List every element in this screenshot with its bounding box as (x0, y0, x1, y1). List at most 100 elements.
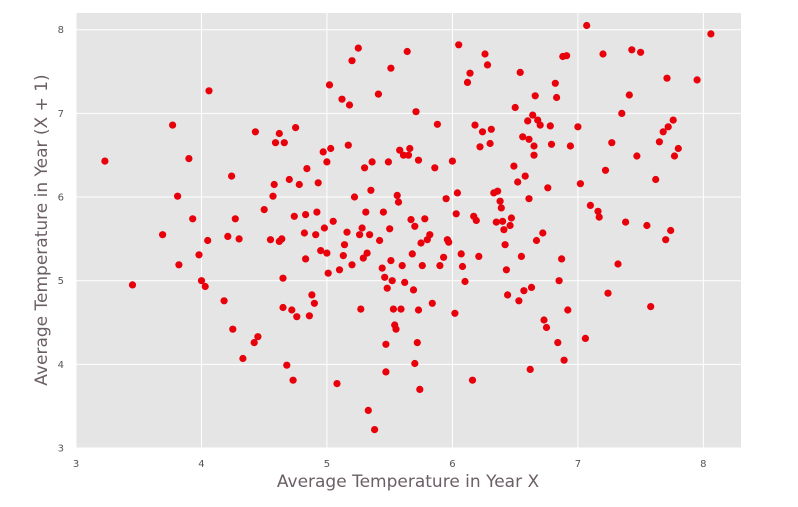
data-point (574, 123, 582, 131)
data-point (487, 125, 495, 133)
data-point (558, 255, 566, 263)
data-point (652, 175, 660, 184)
data-point (388, 277, 396, 285)
data-point (510, 162, 518, 170)
data-point (317, 247, 325, 255)
data-point (531, 92, 539, 100)
x-tick-label: 8 (700, 459, 706, 470)
data-point (406, 144, 414, 153)
data-point (662, 236, 670, 244)
data-point (442, 195, 450, 203)
data-point (417, 239, 425, 247)
data-point (546, 122, 554, 130)
y-axis-label: Average Temperature in Year (X + 1) (32, 74, 52, 385)
data-point (374, 90, 382, 98)
data-point (381, 273, 389, 281)
data-point (411, 359, 419, 368)
data-point (293, 313, 301, 321)
data-point (189, 215, 197, 223)
data-point (376, 236, 384, 245)
data-point (595, 213, 603, 221)
data-point (175, 261, 183, 269)
data-point (386, 225, 394, 233)
data-point (303, 165, 311, 173)
data-point (394, 198, 403, 206)
data-point (305, 312, 313, 320)
data-point (283, 361, 291, 369)
data-point (540, 316, 548, 324)
data-point (547, 140, 556, 148)
data-point (669, 116, 677, 124)
data-point (368, 158, 376, 166)
data-point (159, 231, 167, 239)
data-point (343, 228, 351, 236)
plot-background (76, 13, 741, 448)
data-point (707, 30, 715, 38)
data-point (358, 224, 366, 232)
data-point (327, 144, 335, 153)
data-point (251, 128, 259, 136)
data-point (664, 123, 672, 131)
data-point (601, 166, 610, 174)
data-point (403, 47, 411, 56)
data-point (504, 291, 512, 299)
data-point (452, 210, 460, 218)
data-point (511, 103, 519, 112)
data-point (501, 241, 509, 249)
data-point (530, 151, 538, 159)
y-tick-label: 7 (58, 109, 64, 120)
data-points (101, 21, 715, 434)
data-point (302, 211, 310, 219)
data-point (201, 282, 209, 291)
data-point (362, 208, 370, 216)
data-point (428, 299, 436, 307)
data-point (260, 206, 268, 214)
data-point (338, 95, 346, 103)
data-point (333, 380, 341, 388)
data-point (421, 215, 429, 223)
data-point (292, 124, 300, 132)
data-point (583, 21, 591, 30)
data-point (354, 44, 362, 52)
x-tick-label: 3 (73, 459, 79, 470)
data-point (566, 142, 575, 150)
data-point (382, 368, 390, 376)
data-point (197, 277, 206, 285)
data-point (416, 385, 424, 393)
y-tick-label: 4 (58, 360, 64, 371)
data-point (576, 180, 585, 188)
data-point (335, 266, 344, 274)
data-point (659, 128, 667, 136)
data-point (516, 68, 524, 76)
data-point (628, 46, 636, 54)
data-point (310, 299, 318, 307)
data-point (476, 143, 484, 151)
data-point (564, 306, 572, 314)
data-point (539, 229, 547, 237)
data-point (478, 128, 487, 136)
data-point (329, 217, 337, 225)
y-tick-label: 6 (58, 193, 64, 204)
data-point (506, 221, 514, 230)
data-point (515, 297, 523, 305)
data-point (323, 249, 331, 257)
y-tick-labels: 3 4 5 6 7 8 (58, 25, 64, 454)
data-point (348, 261, 356, 269)
data-point (466, 69, 474, 77)
data-point (302, 255, 310, 263)
data-point (532, 236, 541, 245)
data-point (414, 306, 423, 314)
data-point (554, 339, 562, 347)
data-point (278, 235, 286, 243)
data-point (486, 139, 494, 148)
data-point (553, 93, 561, 102)
data-point (517, 252, 526, 260)
data-point (389, 305, 397, 313)
data-point (536, 121, 544, 129)
data-point (378, 264, 386, 272)
data-point (169, 121, 177, 129)
data-point (647, 303, 655, 311)
data-point (340, 241, 349, 249)
data-point (481, 50, 489, 58)
data-point (494, 187, 502, 195)
